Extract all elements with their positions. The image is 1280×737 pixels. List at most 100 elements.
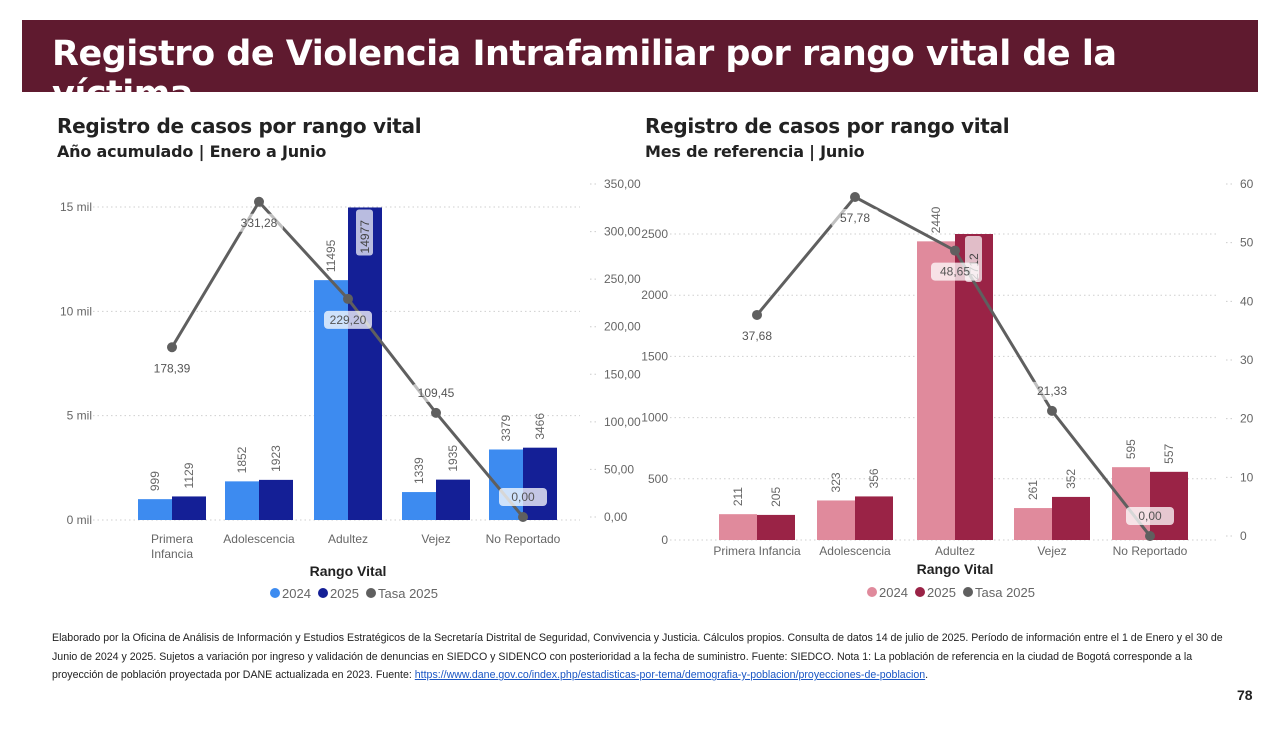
- tasa-data-label: 0,00: [511, 490, 535, 504]
- data-label-bg: [931, 262, 979, 281]
- tasa-data-label: 0,00: [1138, 509, 1162, 523]
- x-tick-label: No Reportado: [486, 532, 561, 546]
- bar-data-label: 999: [148, 471, 162, 491]
- legend-marker[interactable]: [963, 587, 973, 597]
- bar-2025-2: [348, 207, 382, 521]
- y2-tick-label: 150,00: [604, 367, 641, 381]
- legend-label[interactable]: 2025: [330, 586, 359, 601]
- bar-2024-2: [917, 241, 955, 540]
- tasa-point: [343, 293, 353, 304]
- tasa-data-label: 229,20: [330, 313, 367, 327]
- y-tick-label: 500: [648, 472, 668, 486]
- bar-data-label: 595: [1124, 439, 1138, 459]
- bar-data-label: 352: [1064, 469, 1078, 489]
- bar-2025-4: [1150, 471, 1188, 540]
- data-label-bg: [499, 488, 547, 506]
- chart-acumulado: 0 mil 5 mil 10 mil 15 mil 0,00 50,00 100,00 150…: [60, 177, 641, 601]
- legend-marker[interactable]: [318, 588, 328, 598]
- y2-tick-label: 300,00: [604, 225, 641, 239]
- tasa-data-label: 21,33: [1037, 384, 1067, 398]
- x-tick-label: Adolescencia: [819, 544, 891, 558]
- tasa-data-label: 109,45: [418, 386, 455, 400]
- legend-marker[interactable]: [915, 587, 925, 597]
- bar-data-label: 211: [731, 487, 745, 506]
- bar-2025-3: [436, 479, 470, 520]
- legend-label[interactable]: Tasa 2025: [378, 586, 438, 601]
- bar-2025-4: [523, 447, 557, 520]
- x-tick-label: Infancia: [151, 547, 193, 561]
- y2-tick-label: 200,00: [604, 320, 641, 334]
- data-label-bg: [235, 213, 283, 232]
- legend-label[interactable]: 2024: [879, 585, 908, 600]
- tasa-point: [167, 342, 177, 353]
- bar-data-label: 1935: [446, 445, 460, 472]
- dane-link[interactable]: https://www.dane.gov.co/index.php/estadi…: [414, 669, 926, 681]
- tasa-data-label: 57,78: [840, 211, 870, 225]
- y2-tick-label: 10: [1240, 470, 1254, 484]
- bar-data-label: 1129: [182, 462, 196, 488]
- y2-tick-label: 30: [1240, 353, 1254, 367]
- footer-text: Elaborado por la Oficina de Análisis de …: [52, 632, 1223, 681]
- y-tick-label: 1500: [641, 349, 668, 363]
- page-number: 78: [1237, 687, 1253, 703]
- tasa-data-label: 37,68: [742, 329, 772, 343]
- legend-label[interactable]: Tasa 2025: [975, 585, 1035, 600]
- tasa-point: [1145, 531, 1155, 541]
- y2-tick-label: 60: [1240, 177, 1254, 191]
- bar-2024-1: [817, 500, 855, 540]
- x-tick-label: Adultez: [328, 532, 368, 546]
- tasa-point: [850, 192, 860, 203]
- x-tick-label: Adultez: [935, 544, 975, 558]
- y2-tick-label: 50: [1240, 236, 1254, 250]
- tasa-point: [752, 309, 762, 320]
- bar-2025-0: [757, 514, 795, 540]
- y-tick-label: 5 mil: [67, 409, 92, 423]
- tasa-point: [431, 407, 441, 418]
- y-tick-label: 0 mil: [67, 513, 92, 527]
- bar-data-label: 2440: [929, 206, 943, 233]
- data-label-bg: [1028, 381, 1076, 400]
- y2-tick-label: 20: [1240, 412, 1254, 426]
- bar-2025-2: [955, 234, 993, 540]
- data-label-bg: [356, 209, 373, 256]
- legend-marker[interactable]: [270, 588, 280, 598]
- bar-data-label: 205: [769, 487, 783, 507]
- bar-2025-1: [855, 496, 893, 540]
- bar-data-label: 3466: [533, 413, 547, 440]
- bar-2025-3: [1052, 496, 1090, 540]
- bar-data-label: 1339: [412, 457, 426, 484]
- x-tick-label: Adolescencia: [223, 532, 295, 546]
- data-label-bg: [831, 209, 879, 228]
- tasa-data-label: 331,28: [241, 216, 278, 230]
- bar-data-label: 1923: [269, 445, 283, 472]
- y-tick-label: 15 mil: [60, 200, 92, 214]
- legend-label[interactable]: 2024: [282, 586, 311, 601]
- data-label-bg: [412, 383, 460, 402]
- y-tick-label: 0: [661, 533, 668, 547]
- bar-data-label: 11495: [324, 239, 338, 272]
- footer-link-suffix: .: [925, 669, 929, 681]
- legend-label[interactable]: 2025: [927, 585, 956, 600]
- data-label-bg: [324, 310, 372, 329]
- y2-tick-label: 0: [1240, 529, 1247, 543]
- y2-tick-label: 40: [1240, 294, 1254, 308]
- y-tick-label: 2000: [641, 288, 668, 302]
- chart-mes: 0 500 1000 1500 2000 2500 0 10 20 30 40 50 60 211 323 2…: [641, 177, 1253, 600]
- x-axis-title: Rango Vital: [917, 561, 994, 577]
- footer-note: Elaborado por la Oficina de Análisis de …: [52, 629, 1227, 685]
- tasa-point: [518, 512, 528, 522]
- page-title: Registro de Violencia Intrafamiliar por …: [52, 34, 1117, 114]
- bar-2024-0: [138, 499, 172, 520]
- bar-data-label: 323: [829, 472, 843, 492]
- y2-tick-label: 100,00: [604, 415, 641, 429]
- y2-tick-label: 50,00: [604, 462, 634, 476]
- tasa-point: [1047, 405, 1057, 416]
- legend-marker[interactable]: [366, 588, 376, 598]
- x-tick-label: Vejez: [1037, 544, 1066, 558]
- legend-marker[interactable]: [867, 587, 877, 597]
- tasa-point: [950, 245, 960, 256]
- right-chart-subtitle: Mes de referencia | Junio: [645, 142, 865, 161]
- x-axis-title: Rango Vital: [310, 563, 387, 579]
- y-tick-label: 10 mil: [60, 304, 92, 318]
